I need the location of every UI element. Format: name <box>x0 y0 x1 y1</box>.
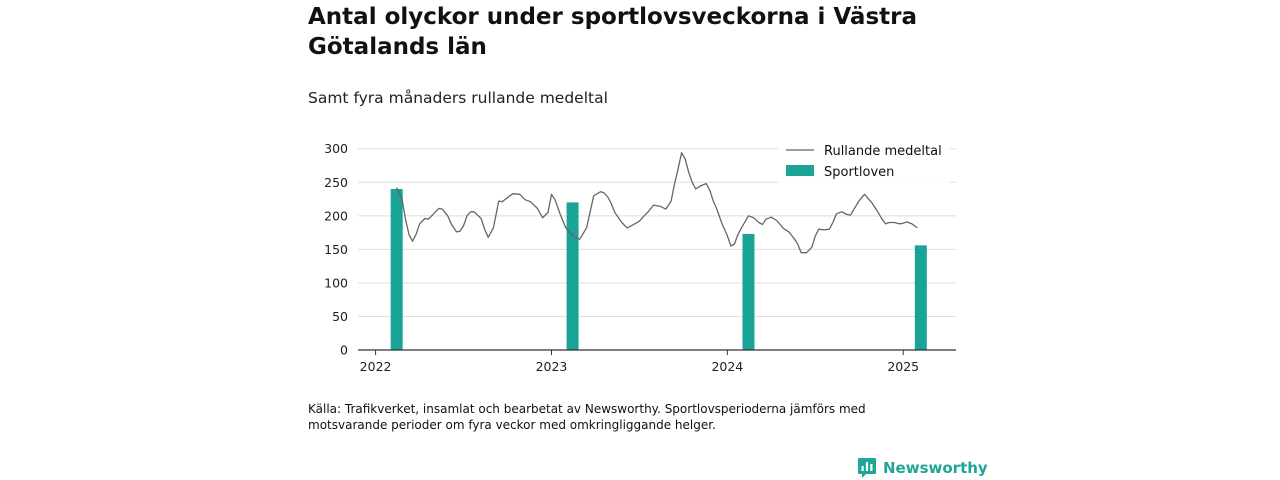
newsworthy-logo-icon <box>858 458 876 478</box>
legend-background <box>778 140 950 186</box>
legend-label-sportloven: Sportloven <box>824 165 894 180</box>
y-tick-label-200: 200 <box>324 208 348 223</box>
chart-subtitle: Samt fyra månaders rullande medeltal <box>308 89 608 107</box>
legend-label-rullande-medeltal: Rullande medeltal <box>824 144 942 159</box>
y-tick-label-150: 150 <box>324 242 348 257</box>
x-tick-label-2025: 2025 <box>887 359 919 374</box>
x-tick-label-2022: 2022 <box>360 359 392 374</box>
source-footnote: Källa: Trafikverket, insamlat och bearbe… <box>308 402 866 432</box>
bar-sportloven-1 <box>566 202 579 350</box>
x-tick-label-2024: 2024 <box>711 359 743 374</box>
y-tick-label-0: 0 <box>340 343 348 358</box>
y-tick-label-250: 250 <box>324 175 348 190</box>
bars-sportloven <box>390 188 927 350</box>
line-rolling-average <box>396 152 918 254</box>
accident-chart: 0 50 100 150 200 250 300 2022 2023 2024 2025 Rulla… <box>324 140 956 374</box>
legend-bar-swatch <box>786 165 814 176</box>
y-tick-label-100: 100 <box>324 275 348 290</box>
brand-name: Newsworthy <box>883 459 988 477</box>
bar-sportloven-2 <box>742 233 755 350</box>
bar-sportloven-3 <box>914 245 927 350</box>
y-tick-label-50: 50 <box>332 309 348 324</box>
legend: Rullande medeltal Sportloven <box>778 140 950 186</box>
newsworthy-logo[interactable]: Newsworthy <box>857 456 988 480</box>
x-tick-label-2023: 2023 <box>536 359 568 374</box>
y-tick-label-300: 300 <box>324 141 348 156</box>
bar-sportloven-0 <box>390 188 403 350</box>
axes: 0 50 100 150 200 250 300 2022 2023 2024 2025 <box>324 141 956 374</box>
chart-title: Antal olyckor under sportlovsveckorna i … <box>308 4 917 60</box>
line-series-rullande-medeltal <box>396 152 918 254</box>
